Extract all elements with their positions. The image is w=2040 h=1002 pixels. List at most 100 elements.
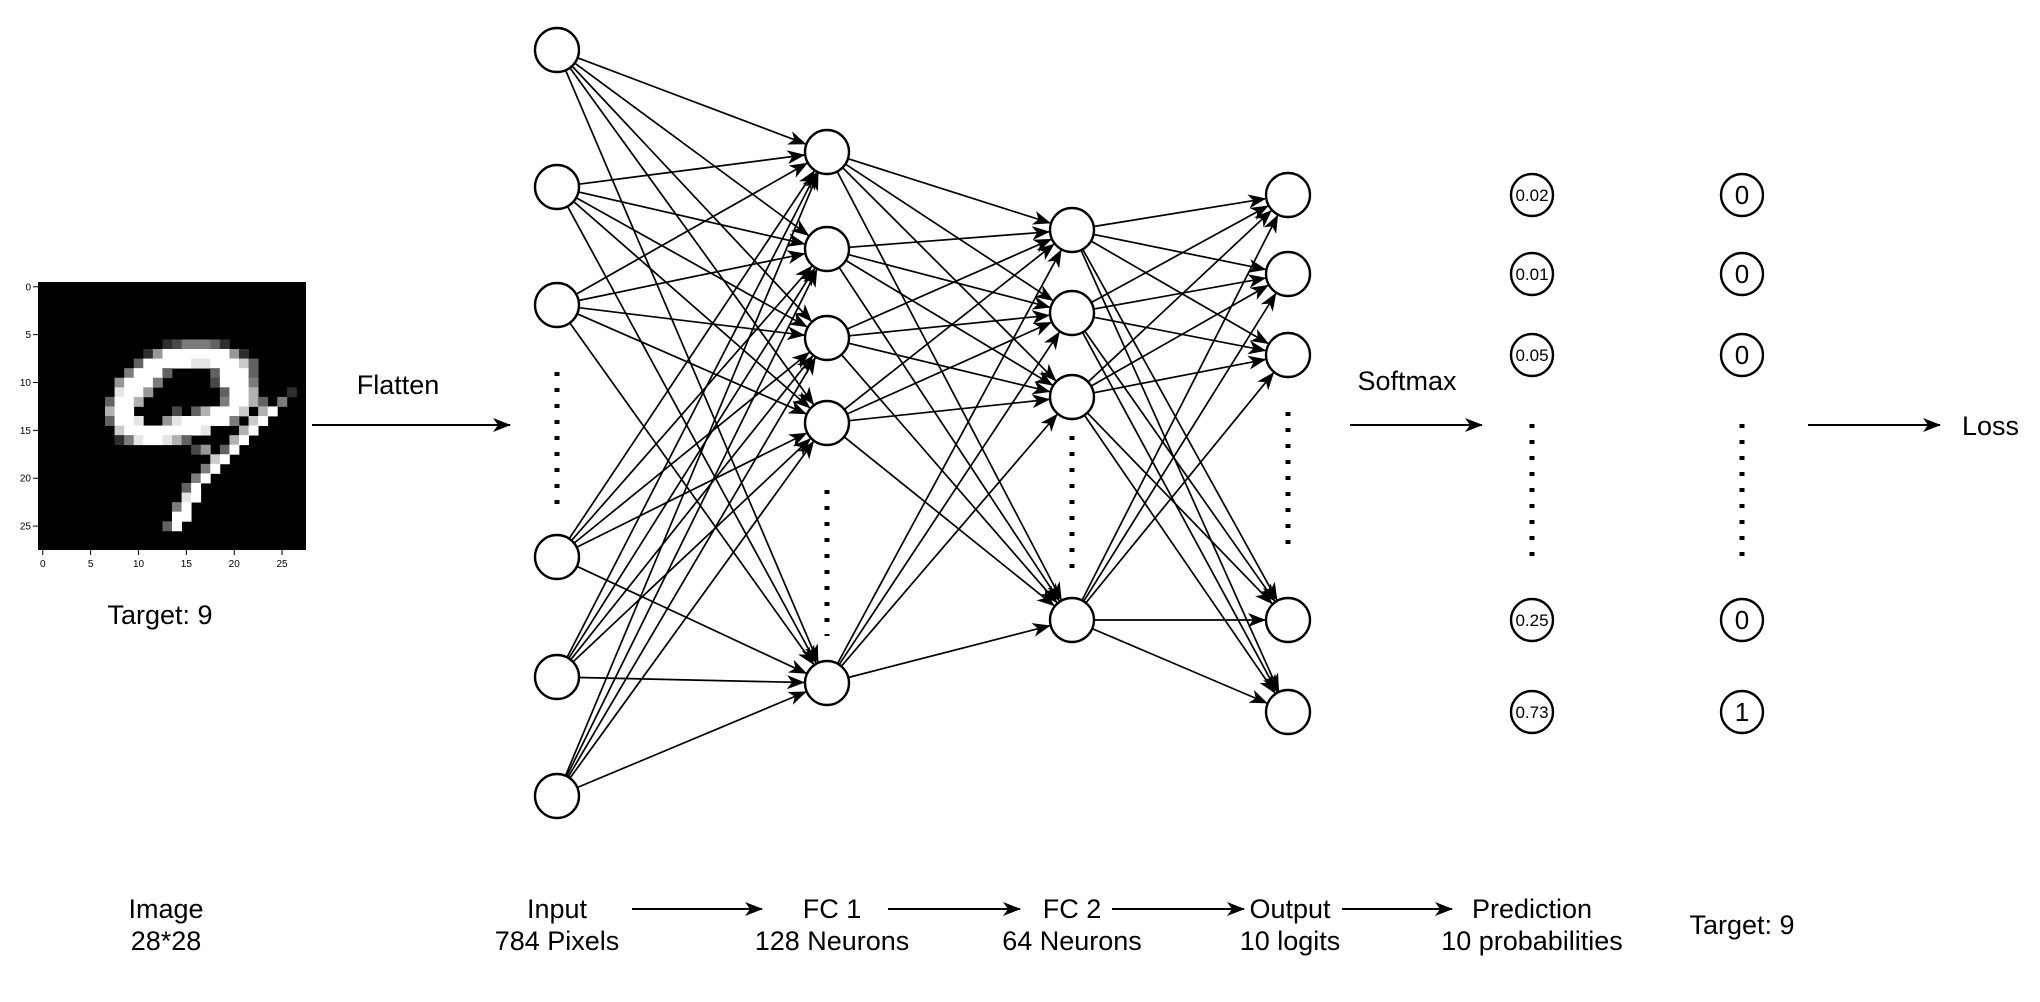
pixel xyxy=(181,511,192,522)
pixel xyxy=(133,377,144,388)
pixel xyxy=(210,349,221,359)
connection-input-6-to-fc1-5 xyxy=(576,691,807,789)
pixel xyxy=(200,416,211,426)
connection-fc1-3-to-fc2-4 xyxy=(840,354,1058,604)
pixel xyxy=(248,425,259,436)
connection-fc2-2-to-output-1 xyxy=(1090,205,1269,304)
pixel xyxy=(219,368,230,379)
pixel xyxy=(105,406,115,417)
pixel xyxy=(181,492,192,503)
pixel xyxy=(219,406,230,417)
pixel xyxy=(219,377,230,388)
fc1-neuron-3 xyxy=(803,314,851,362)
pixel xyxy=(172,521,182,532)
connection-input-1-to-fc1-4 xyxy=(569,67,815,406)
pixel xyxy=(124,425,135,436)
connection-fc1-5-to-fc2-1 xyxy=(836,249,1062,665)
pixel xyxy=(162,521,173,532)
pixel xyxy=(152,377,163,388)
pixel xyxy=(277,396,288,407)
x-tick-label: 10 xyxy=(133,559,145,570)
image-caption-line2: 28*28 xyxy=(131,926,202,956)
connection-fc2-1-to-output-3 xyxy=(1090,240,1269,345)
pixel xyxy=(143,435,154,446)
target-value-5: 1 xyxy=(1735,697,1749,727)
pixel xyxy=(152,435,163,446)
pixel xyxy=(133,396,144,407)
y-tick-label: 5 xyxy=(25,330,31,341)
connection-input-5-to-fc1-5 xyxy=(578,675,805,690)
connection-fc2-3-to-output-5 xyxy=(1083,414,1276,694)
connection-fc2-4-to-output-1 xyxy=(1081,214,1279,601)
x-tick-label: 20 xyxy=(229,559,241,570)
fc2-neuron-4 xyxy=(1048,596,1096,644)
pixel xyxy=(181,502,192,513)
output-neuron-1 xyxy=(1264,171,1312,219)
pixel xyxy=(239,406,249,417)
pixel xyxy=(200,339,211,350)
pixel xyxy=(248,377,259,388)
pixel xyxy=(258,396,269,407)
pixel xyxy=(191,483,202,493)
connection-input-1-to-fc1-3 xyxy=(571,65,812,322)
connection-input-6-to-fc1-1 xyxy=(564,172,819,777)
pixel xyxy=(229,377,240,388)
probability-circle-2 xyxy=(1509,251,1555,297)
pixel xyxy=(210,377,221,388)
pixel xyxy=(229,358,240,369)
pixel xyxy=(172,358,182,369)
x-tick-label: 15 xyxy=(181,559,193,570)
connection-fc2-4-to-output-5 xyxy=(1091,627,1268,704)
pixel xyxy=(219,396,230,407)
x-tick-label: 5 xyxy=(88,559,94,570)
connection-fc1-5-to-fc2-4 xyxy=(848,623,1051,679)
pixel xyxy=(152,358,163,369)
connection-fc2-1-to-output-1 xyxy=(1093,194,1267,228)
connection-fc1-2-to-fc2-3 xyxy=(845,259,1054,386)
connection-input-1-to-fc1-1 xyxy=(577,57,807,145)
connection-input-6-to-fc1-3 xyxy=(567,356,817,778)
connection-fc1-3-to-fc2-1 xyxy=(846,238,1052,330)
connection-input-2-to-fc1-2 xyxy=(578,191,806,247)
connection-fc2-4-to-output-2 xyxy=(1082,292,1277,602)
pixel xyxy=(133,358,144,369)
pixel xyxy=(239,368,249,379)
target-circle-1 xyxy=(1719,172,1765,218)
connection-input-4-to-fc1-3 xyxy=(573,351,810,544)
y-tick-label: 10 xyxy=(20,378,32,389)
prediction-label-line1: Prediction xyxy=(1472,894,1592,924)
connection-input-2-to-fc1-3 xyxy=(575,196,808,328)
pixel xyxy=(200,444,211,455)
pixel xyxy=(286,387,297,398)
input-label-line2: 784 Pixels xyxy=(495,926,620,956)
pixel xyxy=(219,387,230,398)
pixel xyxy=(248,368,259,379)
prediction-probabilities: 0.02 0.01 0.05 0.25 0.73 xyxy=(1509,172,1555,735)
network-connections xyxy=(564,57,1280,789)
pixel xyxy=(219,444,230,455)
connection-fc1-4-to-fc2-3 xyxy=(848,394,1051,422)
input-neuron-1 xyxy=(533,26,581,74)
pixel xyxy=(162,416,173,426)
mnist-image: 0 5 10 15 20 25 0 5 10 15 20 25 xyxy=(20,282,306,570)
pixel xyxy=(181,483,192,493)
connection-fc1-4-to-fc2-4 xyxy=(843,436,1055,607)
pixel xyxy=(162,358,173,369)
connection-input-4-to-fc1-1 xyxy=(568,170,815,540)
pixel xyxy=(114,416,125,426)
connection-fc2-1-to-output-2 xyxy=(1093,233,1267,273)
probability-circle-4 xyxy=(1509,597,1555,643)
pixel xyxy=(181,339,192,350)
pixel xyxy=(114,377,125,388)
connection-input-2-to-fc1-1 xyxy=(578,150,806,186)
pixel xyxy=(191,339,202,350)
pixel xyxy=(239,349,249,359)
pixel xyxy=(114,435,125,446)
pixel xyxy=(133,387,144,398)
input-neuron-4 xyxy=(533,533,581,581)
image-target-caption: Target: 9 xyxy=(107,600,212,630)
image-y-axis: 0 5 10 15 20 25 xyxy=(20,282,38,533)
flatten-label: Flatten xyxy=(357,370,440,400)
connection-input-1-to-fc1-2 xyxy=(574,62,810,237)
pixel xyxy=(181,435,192,446)
